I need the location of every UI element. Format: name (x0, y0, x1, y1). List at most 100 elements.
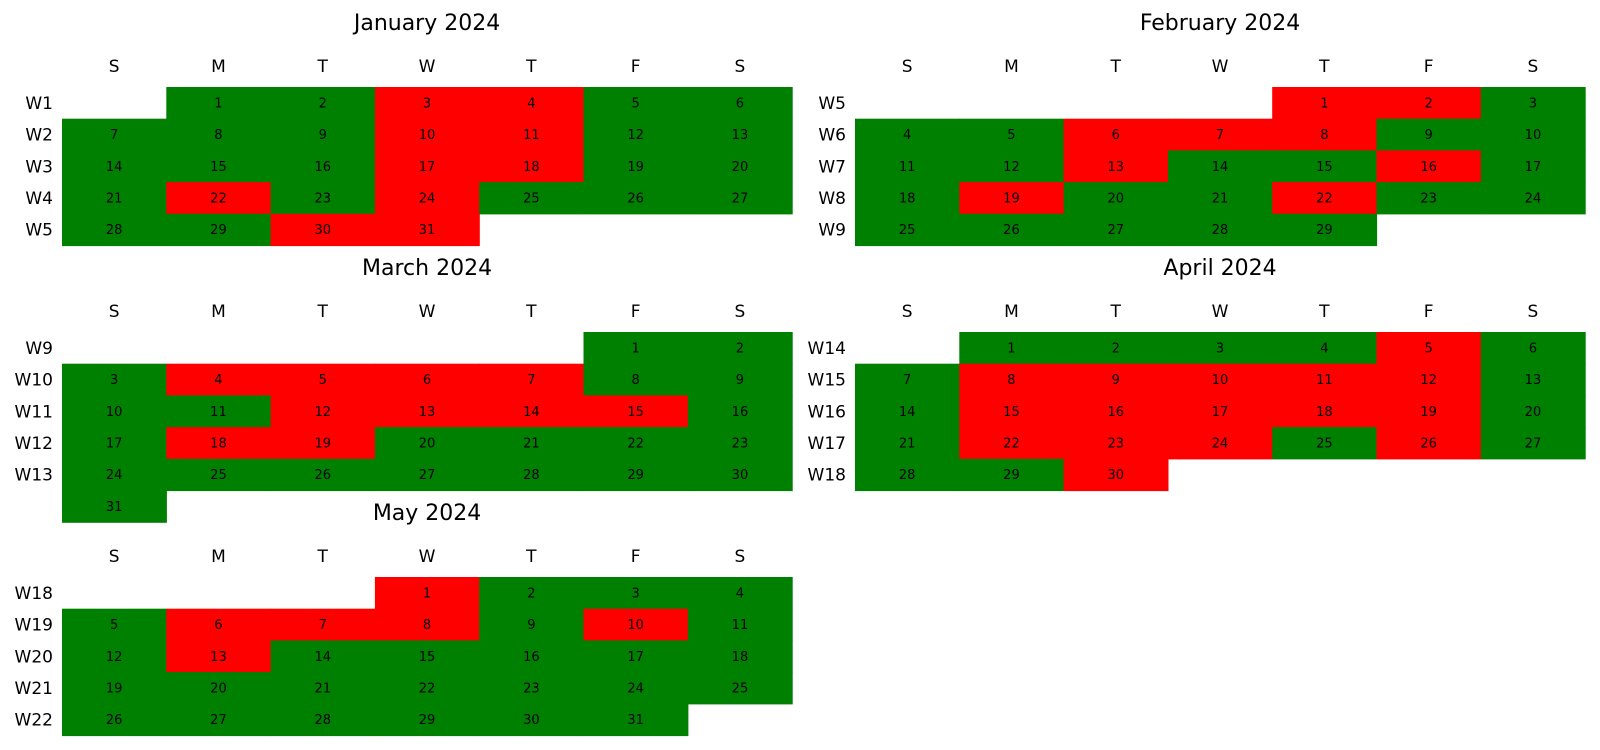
day-cell (959, 118, 1065, 151)
day-number: 26 (314, 468, 331, 483)
day-cell (1480, 87, 1586, 120)
day-number: 20 (1107, 191, 1124, 206)
day-number: 4 (903, 128, 911, 143)
day-number: 6 (214, 618, 222, 633)
day-cell (1480, 150, 1586, 183)
day-cell (479, 458, 585, 492)
day-number: 12 (1003, 160, 1020, 175)
day-cell (166, 608, 272, 641)
day-cell (1063, 118, 1169, 151)
day-cell (583, 118, 689, 151)
day-number: 30 (314, 223, 331, 238)
day-number: 14 (523, 405, 540, 420)
weekday-header: F (1424, 57, 1434, 77)
day-number: 27 (1107, 223, 1124, 238)
day-number: 25 (210, 468, 227, 483)
day-cell (687, 363, 793, 396)
day-number: 15 (627, 405, 644, 420)
day-number: 4 (214, 373, 222, 388)
day-number: 6 (1112, 128, 1120, 143)
day-cell (1272, 87, 1378, 120)
week-label: W11 (15, 402, 53, 422)
day-cell (479, 608, 585, 641)
day-cell (166, 672, 272, 705)
day-cell (166, 395, 272, 428)
week-label: W10 (15, 371, 53, 391)
day-cell (270, 118, 376, 151)
day-cell (1272, 332, 1378, 365)
weekday-header: W (1212, 302, 1229, 322)
day-cell (270, 363, 376, 396)
day-number: 23 (1420, 191, 1437, 206)
day-number: 28 (106, 223, 123, 238)
day-cell (1063, 332, 1169, 365)
day-number: 16 (1107, 405, 1124, 420)
day-number: 7 (527, 373, 535, 388)
day-number: 23 (1107, 436, 1124, 451)
day-number: 2 (1112, 341, 1120, 356)
day-cell (270, 395, 376, 428)
day-cell (270, 458, 376, 492)
day-cell (1376, 363, 1482, 396)
day-number: 25 (1316, 436, 1333, 451)
day-cell (1480, 182, 1586, 215)
day-cell (1167, 363, 1273, 396)
day-cell (959, 332, 1065, 365)
day-number: 8 (1320, 128, 1328, 143)
day-number: 4 (1320, 341, 1328, 356)
week-label: W5 (818, 94, 846, 114)
day-cell (687, 332, 793, 365)
weekday-header: F (631, 547, 641, 567)
day-number: 25 (732, 681, 749, 696)
day-cell (583, 427, 689, 460)
day-cell (374, 118, 480, 151)
day-number: 17 (1525, 160, 1542, 175)
day-cell (1480, 332, 1586, 365)
day-cell (62, 640, 167, 673)
day-cell (1480, 427, 1586, 460)
day-cell (687, 118, 793, 151)
day-number: 20 (732, 160, 749, 175)
day-cell (1063, 427, 1169, 460)
day-cell (583, 608, 689, 641)
week-label: W17 (808, 434, 846, 454)
day-number: 29 (1003, 468, 1020, 483)
day-number: 26 (1420, 436, 1437, 451)
day-cell (687, 577, 793, 610)
week-label: W2 (25, 126, 53, 146)
weekday-header: T (317, 57, 329, 77)
day-cell (1063, 150, 1169, 183)
day-number: 2 (527, 586, 535, 601)
day-number: 19 (627, 160, 644, 175)
day-cell (479, 640, 585, 673)
day-cell (62, 427, 167, 460)
day-number: 6 (423, 373, 431, 388)
week-label: W14 (808, 339, 846, 359)
day-number: 13 (210, 650, 227, 665)
day-cell (270, 703, 376, 737)
day-cell (166, 213, 272, 247)
day-number: 24 (627, 681, 644, 696)
day-number: 9 (736, 373, 744, 388)
day-cell (270, 640, 376, 673)
day-number: 9 (1425, 128, 1433, 143)
day-number: 14 (1212, 160, 1229, 175)
day-cell (1272, 118, 1378, 151)
day-cell (270, 608, 376, 641)
weekday-header: F (631, 302, 641, 322)
week-label: W6 (818, 126, 846, 146)
day-cell (583, 577, 689, 610)
day-cell (479, 182, 585, 215)
day-cell (855, 182, 960, 215)
day-cell (1063, 363, 1169, 396)
day-cell (166, 150, 272, 183)
day-cell (687, 458, 793, 492)
day-cell (1167, 118, 1273, 151)
week-label: W3 (25, 157, 53, 177)
day-cell (374, 395, 480, 428)
day-number: 4 (527, 96, 535, 111)
day-cell (374, 608, 480, 641)
weekday-header: W (419, 547, 436, 567)
